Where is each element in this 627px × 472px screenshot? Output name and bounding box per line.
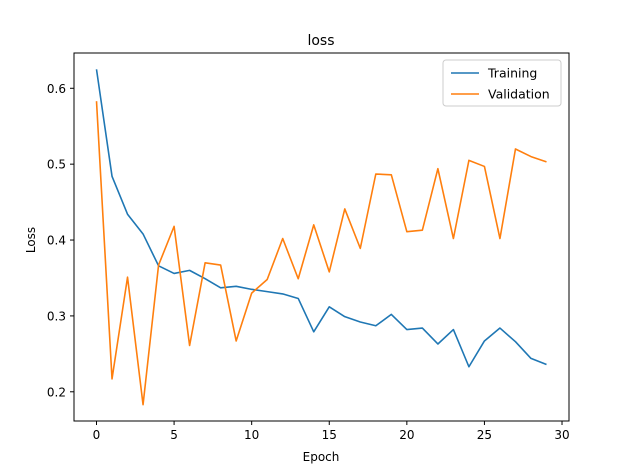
y-axis-label: Loss <box>24 227 38 253</box>
x-tick-label: 15 <box>322 428 337 442</box>
legend-label-training: Training <box>487 66 537 81</box>
x-tick-label: 30 <box>554 428 569 442</box>
x-tick-label: 0 <box>93 428 101 442</box>
axis-ticks: 0 5 10 15 20 25 30 0.2 0.3 0.4 0.5 0.6 <box>47 82 570 442</box>
series-line-training <box>95 69 547 368</box>
x-tick-label: 20 <box>399 428 414 442</box>
legend: Training Validation <box>442 59 562 107</box>
plot-frame <box>73 52 570 422</box>
chart-title: loss <box>307 33 334 49</box>
series-line-validation <box>95 101 547 406</box>
y-tick-label: 0.4 <box>47 234 66 248</box>
legend-label-validation: Validation <box>488 87 550 102</box>
x-tick-label: 5 <box>170 428 178 442</box>
plot-lines <box>95 69 547 406</box>
y-tick-label: 0.3 <box>47 309 66 323</box>
y-tick-label: 0.6 <box>47 82 66 96</box>
x-tick-label: 25 <box>477 428 492 442</box>
y-tick-label: 0.5 <box>47 158 66 172</box>
y-tick-label: 0.2 <box>47 385 66 399</box>
x-axis-label: Epoch <box>303 450 340 464</box>
x-tick-label: 10 <box>244 428 259 442</box>
